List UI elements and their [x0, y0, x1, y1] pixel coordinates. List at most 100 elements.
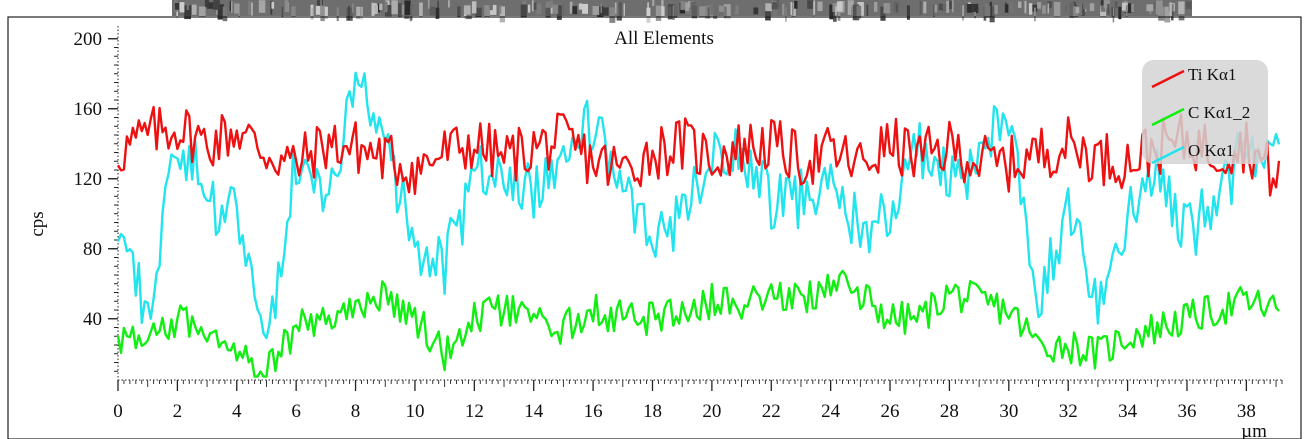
sem-texture-speck	[427, 0, 430, 9]
sem-texture-speck	[391, 0, 398, 15]
sem-texture-speck	[1081, 3, 1085, 16]
sem-texture-speck	[231, 1, 233, 13]
sem-texture-speck	[401, 4, 405, 15]
sem-texture-speck	[967, 4, 973, 13]
sem-texture-speck	[847, 0, 854, 16]
sem-texture-speck	[829, 4, 834, 20]
sem-texture-speck	[552, 4, 559, 14]
y-tick-label: 80	[83, 239, 102, 260]
sem-texture-speck	[973, 3, 979, 12]
sem-texture-speck	[710, 3, 714, 16]
series-line-1	[116, 269, 1280, 378]
sem-texture-speck	[229, 1, 231, 12]
sem-texture-speck	[320, 5, 325, 22]
legend-box	[1142, 60, 1268, 164]
x-tick-label: 30	[999, 401, 1018, 422]
sem-texture-speck	[238, 3, 240, 17]
sem-texture-speck	[489, 3, 493, 11]
sem-texture-speck	[234, 3, 239, 14]
sem-texture-speck	[1069, 2, 1075, 18]
sem-texture-speck	[484, 5, 490, 17]
x-tick-label: 16	[584, 401, 603, 422]
legend-label: C Kα1_2	[1188, 103, 1250, 122]
sem-texture-speck	[322, 6, 328, 20]
sem-texture-speck	[934, 4, 938, 13]
sem-texture-speck	[704, 5, 711, 19]
sem-texture-speck	[451, 3, 453, 11]
sem-texture-speck	[1131, 3, 1134, 12]
sem-texture-speck	[923, 1, 927, 14]
x-tick-label: 38	[1237, 401, 1256, 422]
sem-texture-speck	[833, 8, 837, 22]
legend-label: O Kα1	[1188, 141, 1234, 160]
sem-texture-speck	[647, 2, 649, 9]
x-tick-label: 22	[762, 401, 781, 422]
sem-texture-speck	[1100, 5, 1106, 12]
sem-texture-speck	[989, 1, 992, 17]
x-tick-label: 4	[232, 401, 242, 422]
sem-texture-speck	[213, 0, 220, 10]
y-tick-label: 40	[83, 309, 102, 330]
sem-texture-speck	[994, 5, 998, 15]
sem-texture-speck	[852, 4, 860, 21]
x-tick-label: 18	[643, 401, 662, 422]
sem-texture-speck	[248, 0, 251, 16]
sem-texture-speck	[690, 1, 697, 9]
legend-swatch	[1151, 69, 1185, 89]
sem-texture-speck	[941, 3, 948, 12]
sem-texture-speck	[536, 3, 542, 15]
sem-texture-speck	[851, 6, 853, 16]
sem-texture-speck	[817, 1, 823, 12]
sem-texture-speck	[271, 1, 275, 9]
x-axis-label: µm	[1241, 421, 1267, 439]
legend-swatch	[1151, 107, 1185, 127]
legend: Ti Kα1 C Kα1_2 O Kα1	[1142, 60, 1268, 165]
series-line-2	[116, 71, 1281, 340]
sem-texture-speck	[753, 7, 759, 15]
y-tick-label: 160	[74, 99, 103, 120]
sem-texture-speck	[1079, 3, 1083, 16]
sem-texture-speck	[734, 5, 739, 15]
sem-texture-speck	[1065, 5, 1067, 12]
sem-texture-speck	[616, 1, 619, 16]
sem-texture-speck	[1156, 0, 1163, 15]
sem-texture-speck	[1146, 4, 1154, 12]
sem-texture-speck	[813, 0, 816, 15]
sem-texture-speck	[1125, 5, 1128, 17]
sem-texture-speck	[646, 7, 651, 23]
x-tick-label: 0	[113, 401, 123, 422]
sem-texture-speck	[906, 5, 910, 20]
sem-texture-speck	[198, 6, 206, 17]
sem-texture-speck	[933, 4, 935, 17]
sem-texture-speck	[569, 1, 573, 14]
legend-swatch	[1151, 145, 1185, 165]
sem-texture-speck	[1037, 2, 1042, 9]
sem-texture-speck	[691, 6, 697, 19]
sem-texture-speck	[896, 3, 898, 13]
sem-texture-speck	[1164, 6, 1171, 23]
sem-texture-speck	[616, 5, 622, 21]
sem-texture-speck	[683, 2, 689, 11]
sem-texture-speck	[874, 2, 878, 12]
sem-strip-texture	[174, 0, 1192, 23]
sem-texture-speck	[680, 1, 686, 10]
sem-texture-speck	[398, 3, 402, 17]
sem-texture-speck	[1028, 3, 1033, 15]
sem-texture-speck	[374, 5, 380, 14]
sem-texture-speck	[528, 4, 531, 13]
sem-texture-speck	[578, 3, 583, 10]
sem-texture-speck	[532, 0, 534, 12]
sem-texture-speck	[790, 2, 792, 16]
sem-texture-speck	[1053, 2, 1061, 17]
sem-texture-speck	[962, 5, 964, 21]
sem-texture-speck	[545, 5, 551, 18]
plot-frame	[7, 16, 1302, 439]
sem-texture-speck	[1047, 3, 1049, 14]
sem-texture-speck	[661, 6, 665, 17]
sem-texture-speck	[475, 7, 482, 18]
sem-texture-speck	[1118, 6, 1122, 20]
sem-texture-speck	[1122, 2, 1128, 11]
x-tick-label: 32	[1059, 401, 1078, 422]
sem-texture-speck	[984, 5, 991, 18]
sem-texture-speck	[793, 2, 796, 18]
